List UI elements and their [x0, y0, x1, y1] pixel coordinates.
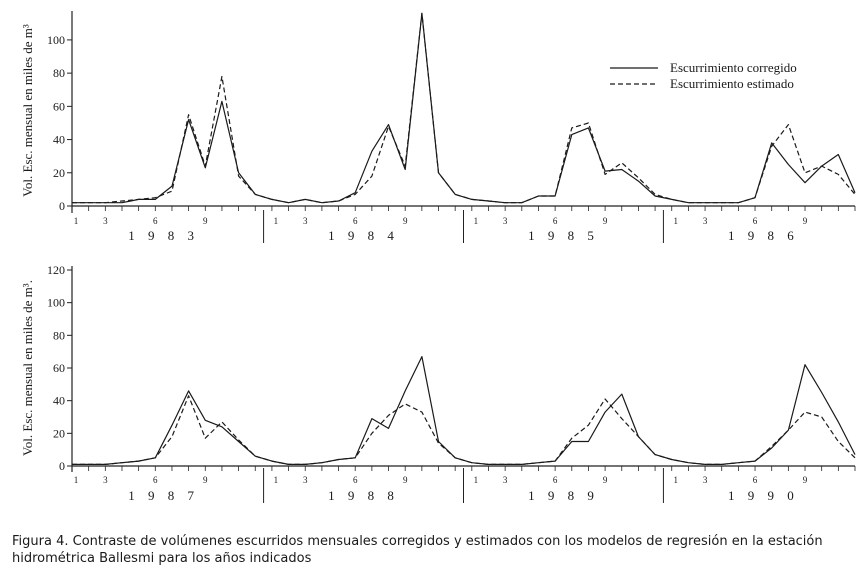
figure-caption: Figura 4. Contraste de volúmenes escurri… [12, 534, 823, 566]
month-label: 3 [103, 216, 108, 226]
month-label: 1 [474, 216, 479, 226]
y-axis-label: Vol. Esc. mensual en miles de m³. [20, 280, 35, 456]
month-label: 9 [203, 475, 208, 485]
month-label: 6 [353, 216, 358, 226]
y-tick-label: 40 [53, 394, 65, 408]
month-label: 1 [673, 216, 678, 226]
month-label: 1 [274, 216, 279, 226]
year-label: 1 9 8 6 [728, 228, 799, 243]
y-tick-label: 120 [47, 263, 65, 277]
y-tick-label: 60 [53, 361, 65, 375]
year-label: 1 9 8 7 [128, 488, 199, 503]
month-label: 6 [153, 216, 158, 226]
month-label: 9 [603, 216, 608, 226]
month-label: 3 [703, 216, 708, 226]
month-label: 6 [553, 216, 558, 226]
series-corregido-line [72, 356, 856, 465]
y-tick-label: 20 [53, 166, 65, 180]
month-label: 9 [803, 216, 808, 226]
month-label: 3 [103, 475, 108, 485]
y-tick-label: 100 [47, 296, 65, 310]
month-label: 1 [74, 475, 79, 485]
series-estimado-line [72, 395, 856, 465]
year-label: 1 9 8 9 [528, 488, 599, 503]
month-label: 9 [803, 475, 808, 485]
month-label: 3 [503, 475, 508, 485]
month-label: 6 [753, 216, 758, 226]
y-axis-label: Vol. Esc. mensual en miles de m³ [20, 24, 35, 197]
y-tick-label: 80 [53, 66, 65, 80]
year-label: 1 9 8 5 [528, 228, 599, 243]
month-label: 6 [553, 475, 558, 485]
month-label: 1 [673, 475, 678, 485]
month-label: 3 [303, 475, 308, 485]
series-estimado-line [72, 12, 856, 204]
y-tick-label: 40 [53, 133, 65, 147]
chart-bottom: 0 20 40 60 80 100 120 Vol. Esc. mensual en mile… [20, 263, 856, 503]
y-tick-label: 60 [53, 99, 65, 113]
y-tick-label: 20 [53, 426, 65, 440]
month-label: 3 [703, 475, 708, 485]
month-label: 1 [74, 216, 79, 226]
month-label: 6 [753, 475, 758, 485]
month-label: 6 [153, 475, 158, 485]
legend-entry-0: Escurrimiento corregido [670, 60, 797, 75]
month-label: 9 [203, 216, 208, 226]
year-label: 1 9 9 0 [728, 488, 799, 503]
y-tick-label: 0 [59, 459, 65, 473]
month-label: 3 [503, 216, 508, 226]
year-label: 1 9 8 4 [328, 228, 399, 243]
month-label: 6 [353, 475, 358, 485]
month-label: 9 [403, 475, 408, 485]
year-label: 1 9 8 3 [128, 228, 199, 243]
month-label: 3 [303, 216, 308, 226]
year-label: 1 9 8 8 [328, 488, 399, 503]
legend-entry-1: Escurrimiento estimado [670, 76, 794, 91]
month-label: 1 [274, 475, 279, 485]
month-label: 9 [403, 216, 408, 226]
series-corregido-line [72, 12, 856, 204]
y-tick-label: 80 [53, 328, 65, 342]
month-label: 9 [603, 475, 608, 485]
y-tick-label: 0 [59, 199, 65, 213]
y-tick-label: 100 [47, 33, 65, 47]
chart-top: 0 20 40 60 80 100 Vol. Esc. mensual en miles d… [20, 11, 856, 243]
month-label: 1 [474, 475, 479, 485]
